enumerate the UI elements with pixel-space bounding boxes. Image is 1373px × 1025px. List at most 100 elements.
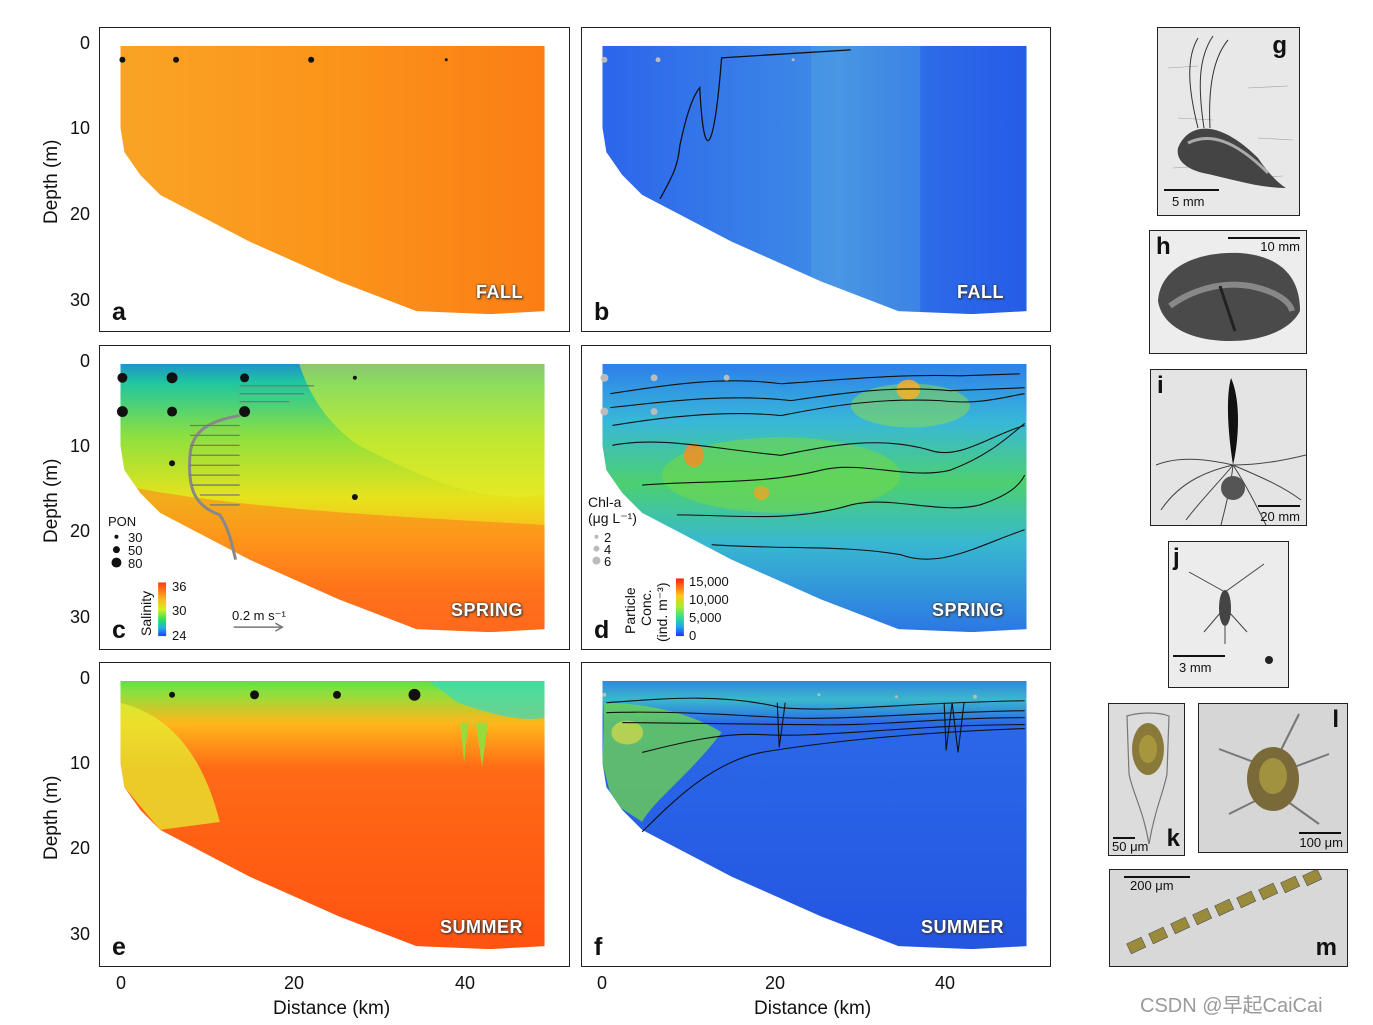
chla-legend-title: Chl-a bbox=[588, 494, 622, 510]
panel-letter: e bbox=[112, 933, 126, 961]
particle-hotspot bbox=[683, 443, 704, 468]
scale-bar bbox=[1164, 189, 1219, 191]
particle-colorbar-label: Conc. bbox=[638, 589, 654, 626]
y-tick: 10 bbox=[69, 436, 90, 456]
x-axis-label: Distance (km) bbox=[273, 998, 391, 1019]
chla-legend-value: 2 bbox=[604, 530, 612, 545]
chla-dot bbox=[601, 56, 608, 63]
panel-d: Chl-a (μg L⁻¹) 2 4 6 Particle Conc. (ind… bbox=[581, 345, 1051, 650]
chla-dot bbox=[600, 407, 609, 416]
station-dot bbox=[119, 56, 126, 63]
watermark: CSDN @早起CaiCai bbox=[1140, 995, 1323, 1017]
season-label: FALL bbox=[476, 282, 523, 302]
pon-dot bbox=[250, 690, 259, 700]
chla-contours bbox=[606, 697, 1025, 833]
particle-patch bbox=[662, 437, 901, 513]
fall-surface-stripe bbox=[217, 45, 230, 315]
crab-larva-illustration bbox=[1218, 713, 1330, 825]
chla-dot bbox=[723, 374, 730, 381]
pon-legend-dot bbox=[114, 534, 119, 539]
scale-label: 50 μm bbox=[1112, 839, 1149, 854]
scale-label: 5 mm bbox=[1172, 194, 1205, 209]
chla-legend-units: (μg L⁻¹) bbox=[588, 510, 637, 526]
image-letter: i bbox=[1157, 372, 1164, 399]
summer-yellow-wedge bbox=[120, 702, 220, 830]
y-tick: 30 bbox=[69, 924, 90, 944]
chla-legend-value: 6 bbox=[604, 554, 612, 569]
image-letter: h bbox=[1156, 233, 1171, 260]
x-tick: 20 bbox=[764, 973, 786, 993]
chla-legend-dot bbox=[593, 545, 600, 552]
panel-letter: d bbox=[594, 616, 610, 644]
scale-bar bbox=[1173, 655, 1225, 657]
x-tick: 0 bbox=[115, 973, 126, 993]
particle-hotspot bbox=[896, 379, 921, 400]
summer-intrusion bbox=[460, 722, 488, 768]
y-tick: 0 bbox=[79, 351, 90, 371]
jellyfish-illustration bbox=[1158, 252, 1300, 341]
pon-legend-value: 50 bbox=[128, 543, 143, 558]
x-tick: 40 bbox=[454, 973, 476, 993]
particle-colorbar bbox=[675, 578, 684, 637]
pon-legend-dot bbox=[111, 557, 122, 568]
image-j-copepod: j 3 mm bbox=[1168, 541, 1289, 688]
x-tick: 20 bbox=[283, 973, 305, 993]
particle-hotspot bbox=[753, 486, 770, 500]
image-m-diatom-chain: m 200 μm bbox=[1109, 869, 1348, 967]
velocity-scale-label: 0.2 m s⁻¹ bbox=[232, 608, 286, 623]
chla-dot bbox=[655, 57, 661, 63]
fall-particle-band bbox=[811, 45, 921, 315]
scale-bar bbox=[1228, 237, 1300, 239]
image-letter: j bbox=[1173, 544, 1180, 571]
chla-dot bbox=[817, 693, 821, 697]
pon-dot bbox=[169, 460, 176, 467]
y-tick: 20 bbox=[69, 204, 90, 224]
salinity-tick: 30 bbox=[172, 603, 187, 618]
particle-tick: 5,000 bbox=[689, 610, 722, 625]
station-dot bbox=[444, 58, 448, 62]
scale-label: 100 μm bbox=[1299, 835, 1343, 850]
salinity-tick: 24 bbox=[172, 628, 187, 643]
panel-e: SUMMER e bbox=[99, 662, 570, 967]
scale-bar bbox=[1113, 837, 1135, 839]
pon-dot bbox=[166, 372, 178, 384]
scale-label: 3 mm bbox=[1179, 660, 1212, 675]
pon-dot bbox=[351, 494, 358, 500]
scale-label: 10 mm bbox=[1260, 239, 1300, 254]
pon-dot bbox=[117, 372, 128, 383]
scale-label: 200 μm bbox=[1130, 878, 1174, 893]
summer-cyan-tongue bbox=[428, 680, 545, 719]
season-label: SUMMER bbox=[440, 917, 523, 937]
x-tick: 0 bbox=[596, 973, 607, 993]
x-tick: 40 bbox=[934, 973, 956, 993]
y-tick: 20 bbox=[69, 838, 90, 858]
pon-dot bbox=[116, 406, 128, 418]
diatom-chain-illustration bbox=[1126, 870, 1323, 955]
x-axis-label: Distance (km) bbox=[754, 998, 872, 1019]
chla-contours bbox=[610, 373, 1026, 560]
particle-tick: 0 bbox=[689, 628, 697, 643]
copepod-illustration bbox=[1188, 563, 1273, 664]
scale-bar bbox=[1258, 505, 1300, 507]
chla-dot bbox=[602, 692, 607, 697]
pon-legend-value: 80 bbox=[128, 556, 143, 571]
panel-letter: b bbox=[594, 298, 610, 326]
siphonophore-illustration bbox=[1155, 378, 1306, 525]
pon-dot bbox=[333, 690, 341, 699]
y-axis-label: Depth (m) bbox=[41, 775, 62, 860]
chla-legend-dot bbox=[592, 556, 601, 565]
image-letter: k bbox=[1166, 825, 1180, 852]
particle-tick: 10,000 bbox=[689, 592, 729, 607]
panel-letter: f bbox=[594, 933, 603, 961]
panel-d-section bbox=[592, 363, 1027, 637]
image-k-larva: k 50 μm bbox=[1108, 703, 1185, 856]
panel-e-section bbox=[120, 680, 545, 950]
chla-dot bbox=[972, 694, 977, 699]
scale-bar bbox=[1299, 832, 1341, 834]
image-letter: l bbox=[1332, 706, 1339, 733]
chla-dot bbox=[791, 58, 795, 62]
image-g-ctenophore: g 5 mm bbox=[1157, 27, 1300, 216]
chla-contour bbox=[659, 49, 851, 200]
chla-dot bbox=[650, 374, 658, 382]
panel-c-section bbox=[111, 363, 545, 637]
